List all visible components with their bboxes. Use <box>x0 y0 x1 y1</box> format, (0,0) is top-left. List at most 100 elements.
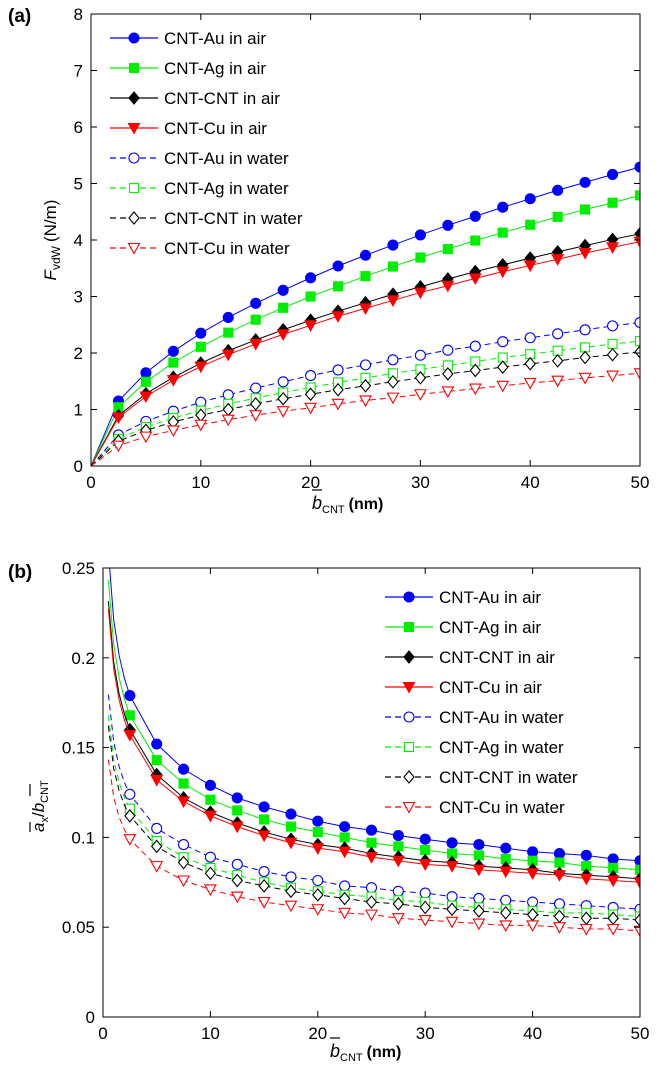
point-cnt-cnt-in-water-a-5 <box>249 396 262 411</box>
point-cnt-au-in-water-b-4 <box>231 858 243 870</box>
point-cnt-ag-in-air-a-8 <box>332 281 344 292</box>
point-cnt-cu-in-air-b-0 <box>123 729 137 742</box>
ylabel-b-slash: / <box>29 812 48 817</box>
point-cnt-au-in-water-a-17 <box>579 324 591 336</box>
point-cnt-au-in-water-a-10 <box>387 354 399 366</box>
point-cnt-cnt-in-water-b-10 <box>392 896 405 911</box>
legend-label-cnt-au-in-water-a: CNT-Au in water <box>164 149 289 168</box>
legend-marker-cnt-au-in-air-b <box>403 591 415 603</box>
point-cnt-ag-in-air-a-15 <box>525 219 536 230</box>
ylabel-b-den-sub: CNT <box>39 780 51 803</box>
series-cnt-ag-in-air-a <box>91 190 640 466</box>
legend-label-cnt-cnt-in-air-b: CNT-CNT in air <box>439 648 555 667</box>
point-cnt-au-in-air-a-9 <box>359 249 372 261</box>
xtick-label-b-1: 10 <box>201 1024 220 1043</box>
legend-label-cnt-ag-in-water-b: CNT-Ag in water <box>439 738 564 757</box>
point-cnt-au-in-air-b-8 <box>339 821 351 833</box>
point-cnt-cu-in-air-b-10 <box>391 855 405 868</box>
point-cnt-cnt-in-water-b-6 <box>285 884 297 899</box>
point-cnt-cu-in-water-a-17 <box>578 372 592 385</box>
point-cnt-cu-in-water-b-0 <box>123 834 137 846</box>
point-cnt-ag-in-air-a-10 <box>387 261 399 272</box>
point-cnt-cu-in-water-b-10 <box>391 913 405 925</box>
point-cnt-cnt-in-water-a-15 <box>524 356 536 371</box>
ylabel-b-num: a <box>29 823 48 832</box>
point-cnt-cnt-in-water-b-2 <box>177 855 190 870</box>
point-cnt-ag-in-air-b-16 <box>554 857 565 868</box>
ytick-label-a-6: 6 <box>74 118 83 137</box>
point-cnt-cnt-in-water-a-18 <box>606 347 619 362</box>
legend-marker-cnt-cnt-in-water-b <box>403 770 415 784</box>
series-cnt-cu-in-air-a <box>91 236 640 466</box>
point-cnt-ag-in-air-a-9 <box>360 271 371 282</box>
point-cnt-au-in-water-a-7 <box>305 370 317 382</box>
point-cnt-cnt-in-water-a-11 <box>414 371 427 385</box>
point-cnt-cu-in-water-b-7 <box>311 904 325 916</box>
legend-label-cnt-ag-in-water-a: CNT-Ag in water <box>164 179 289 198</box>
point-cnt-au-in-water-a-4 <box>222 389 234 401</box>
series-cnt-cu-in-water-a <box>91 368 640 466</box>
point-cnt-cu-in-water-b-16 <box>553 922 566 934</box>
point-cnt-cu-in-water-a-14 <box>496 380 510 393</box>
xtick-label-b-4: 40 <box>523 1024 542 1043</box>
ylabel-b: ax/bCNT <box>29 780 51 832</box>
point-cnt-au-in-water-b-3 <box>204 851 216 863</box>
point-cnt-au-in-air-b-13 <box>473 839 485 851</box>
point-cnt-ag-in-air-a-16 <box>552 211 563 222</box>
ytick-label-b-5: 0.25 <box>62 559 95 578</box>
point-cnt-cu-in-air-a-12 <box>441 280 455 293</box>
point-cnt-au-in-water-b-15 <box>527 896 539 908</box>
point-cnt-cnt-in-water-a-16 <box>551 354 564 368</box>
point-cnt-au-in-air-a-8 <box>332 260 344 272</box>
point-cnt-cu-in-water-a-11 <box>413 389 427 401</box>
point-cnt-cu-in-air-a-8 <box>331 311 345 323</box>
point-cnt-cu-in-air-b-12 <box>445 861 459 873</box>
point-cnt-ag-in-air-a-7 <box>305 291 316 302</box>
point-cnt-cu-in-water-b-18 <box>606 923 620 936</box>
legend-label-cnt-cu-in-air-b: CNT-Cu in air <box>439 678 542 697</box>
point-cnt-ag-in-air-b-5 <box>259 814 270 825</box>
legend-a: CNT-Au in air CNT-Ag in air CNT-CNT in air… <box>110 29 303 258</box>
point-cnt-au-in-air-b-6 <box>285 808 297 820</box>
point-cnt-cnt-in-water-a-8 <box>332 382 344 397</box>
point-cnt-ag-in-water-a-18 <box>607 338 618 350</box>
xlabel-a: bCNT (nm) <box>312 489 383 516</box>
point-cnt-cu-in-air-b-16 <box>553 870 566 882</box>
point-cnt-cu-in-air-b-2 <box>177 796 190 809</box>
point-cnt-cu-in-water-b-12 <box>445 916 459 929</box>
point-cnt-cu-in-water-b-15 <box>526 920 540 933</box>
xtick-label-b-5: 50 <box>631 1024 650 1043</box>
point-cnt-cu-in-air-a-0 <box>112 412 125 425</box>
xtick-label-a-5: 50 <box>631 473 650 492</box>
point-cnt-cu-in-air-b-14 <box>499 866 513 879</box>
point-cnt-cu-in-air-a-13 <box>468 273 482 286</box>
point-cnt-cu-in-air-a-11 <box>413 287 427 300</box>
ytick-label-a-0: 0 <box>74 457 83 476</box>
xlabel-b-sub: CNT <box>340 1052 363 1064</box>
point-cnt-au-in-air-a-17 <box>579 176 591 188</box>
legend-marker-cnt-cu-in-air-b <box>402 681 416 694</box>
point-cnt-au-in-water-a-6 <box>277 376 289 388</box>
point-cnt-ag-in-air-b-13 <box>473 850 484 861</box>
point-cnt-cnt-in-water-b-19 <box>634 913 640 927</box>
point-cnt-au-in-water-a-14 <box>497 336 509 348</box>
point-cnt-au-in-air-a-4 <box>222 311 234 323</box>
point-cnt-cnt-in-water-a-10 <box>387 374 399 389</box>
xtick-label-b-3: 30 <box>416 1024 435 1043</box>
point-cnt-au-in-air-b-19 <box>634 855 640 867</box>
point-cnt-au-in-air-a-6 <box>277 284 289 296</box>
point-cnt-ag-in-air-b-10 <box>393 841 404 852</box>
xtick-label-a-4: 40 <box>521 473 540 492</box>
legend-marker-cnt-cu-in-water-a <box>127 242 141 255</box>
point-cnt-cnt-in-water-b-3 <box>204 866 217 881</box>
xlabel-b-main: b <box>330 1041 340 1061</box>
ytick-label-a-1: 1 <box>74 401 83 420</box>
legend-label-cnt-cu-in-water-a: CNT-Cu in water <box>164 239 290 258</box>
legend-label-cnt-cnt-in-water-b: CNT-CNT in water <box>439 768 578 787</box>
point-cnt-au-in-air-a-13 <box>469 210 481 222</box>
point-cnt-cu-in-water-a-5 <box>249 410 263 422</box>
legend-marker-cnt-cu-in-air-a <box>127 122 141 135</box>
ylabel-a-unit: (N/m) <box>41 200 60 242</box>
legend-marker-cnt-ag-in-water-a <box>128 182 140 194</box>
